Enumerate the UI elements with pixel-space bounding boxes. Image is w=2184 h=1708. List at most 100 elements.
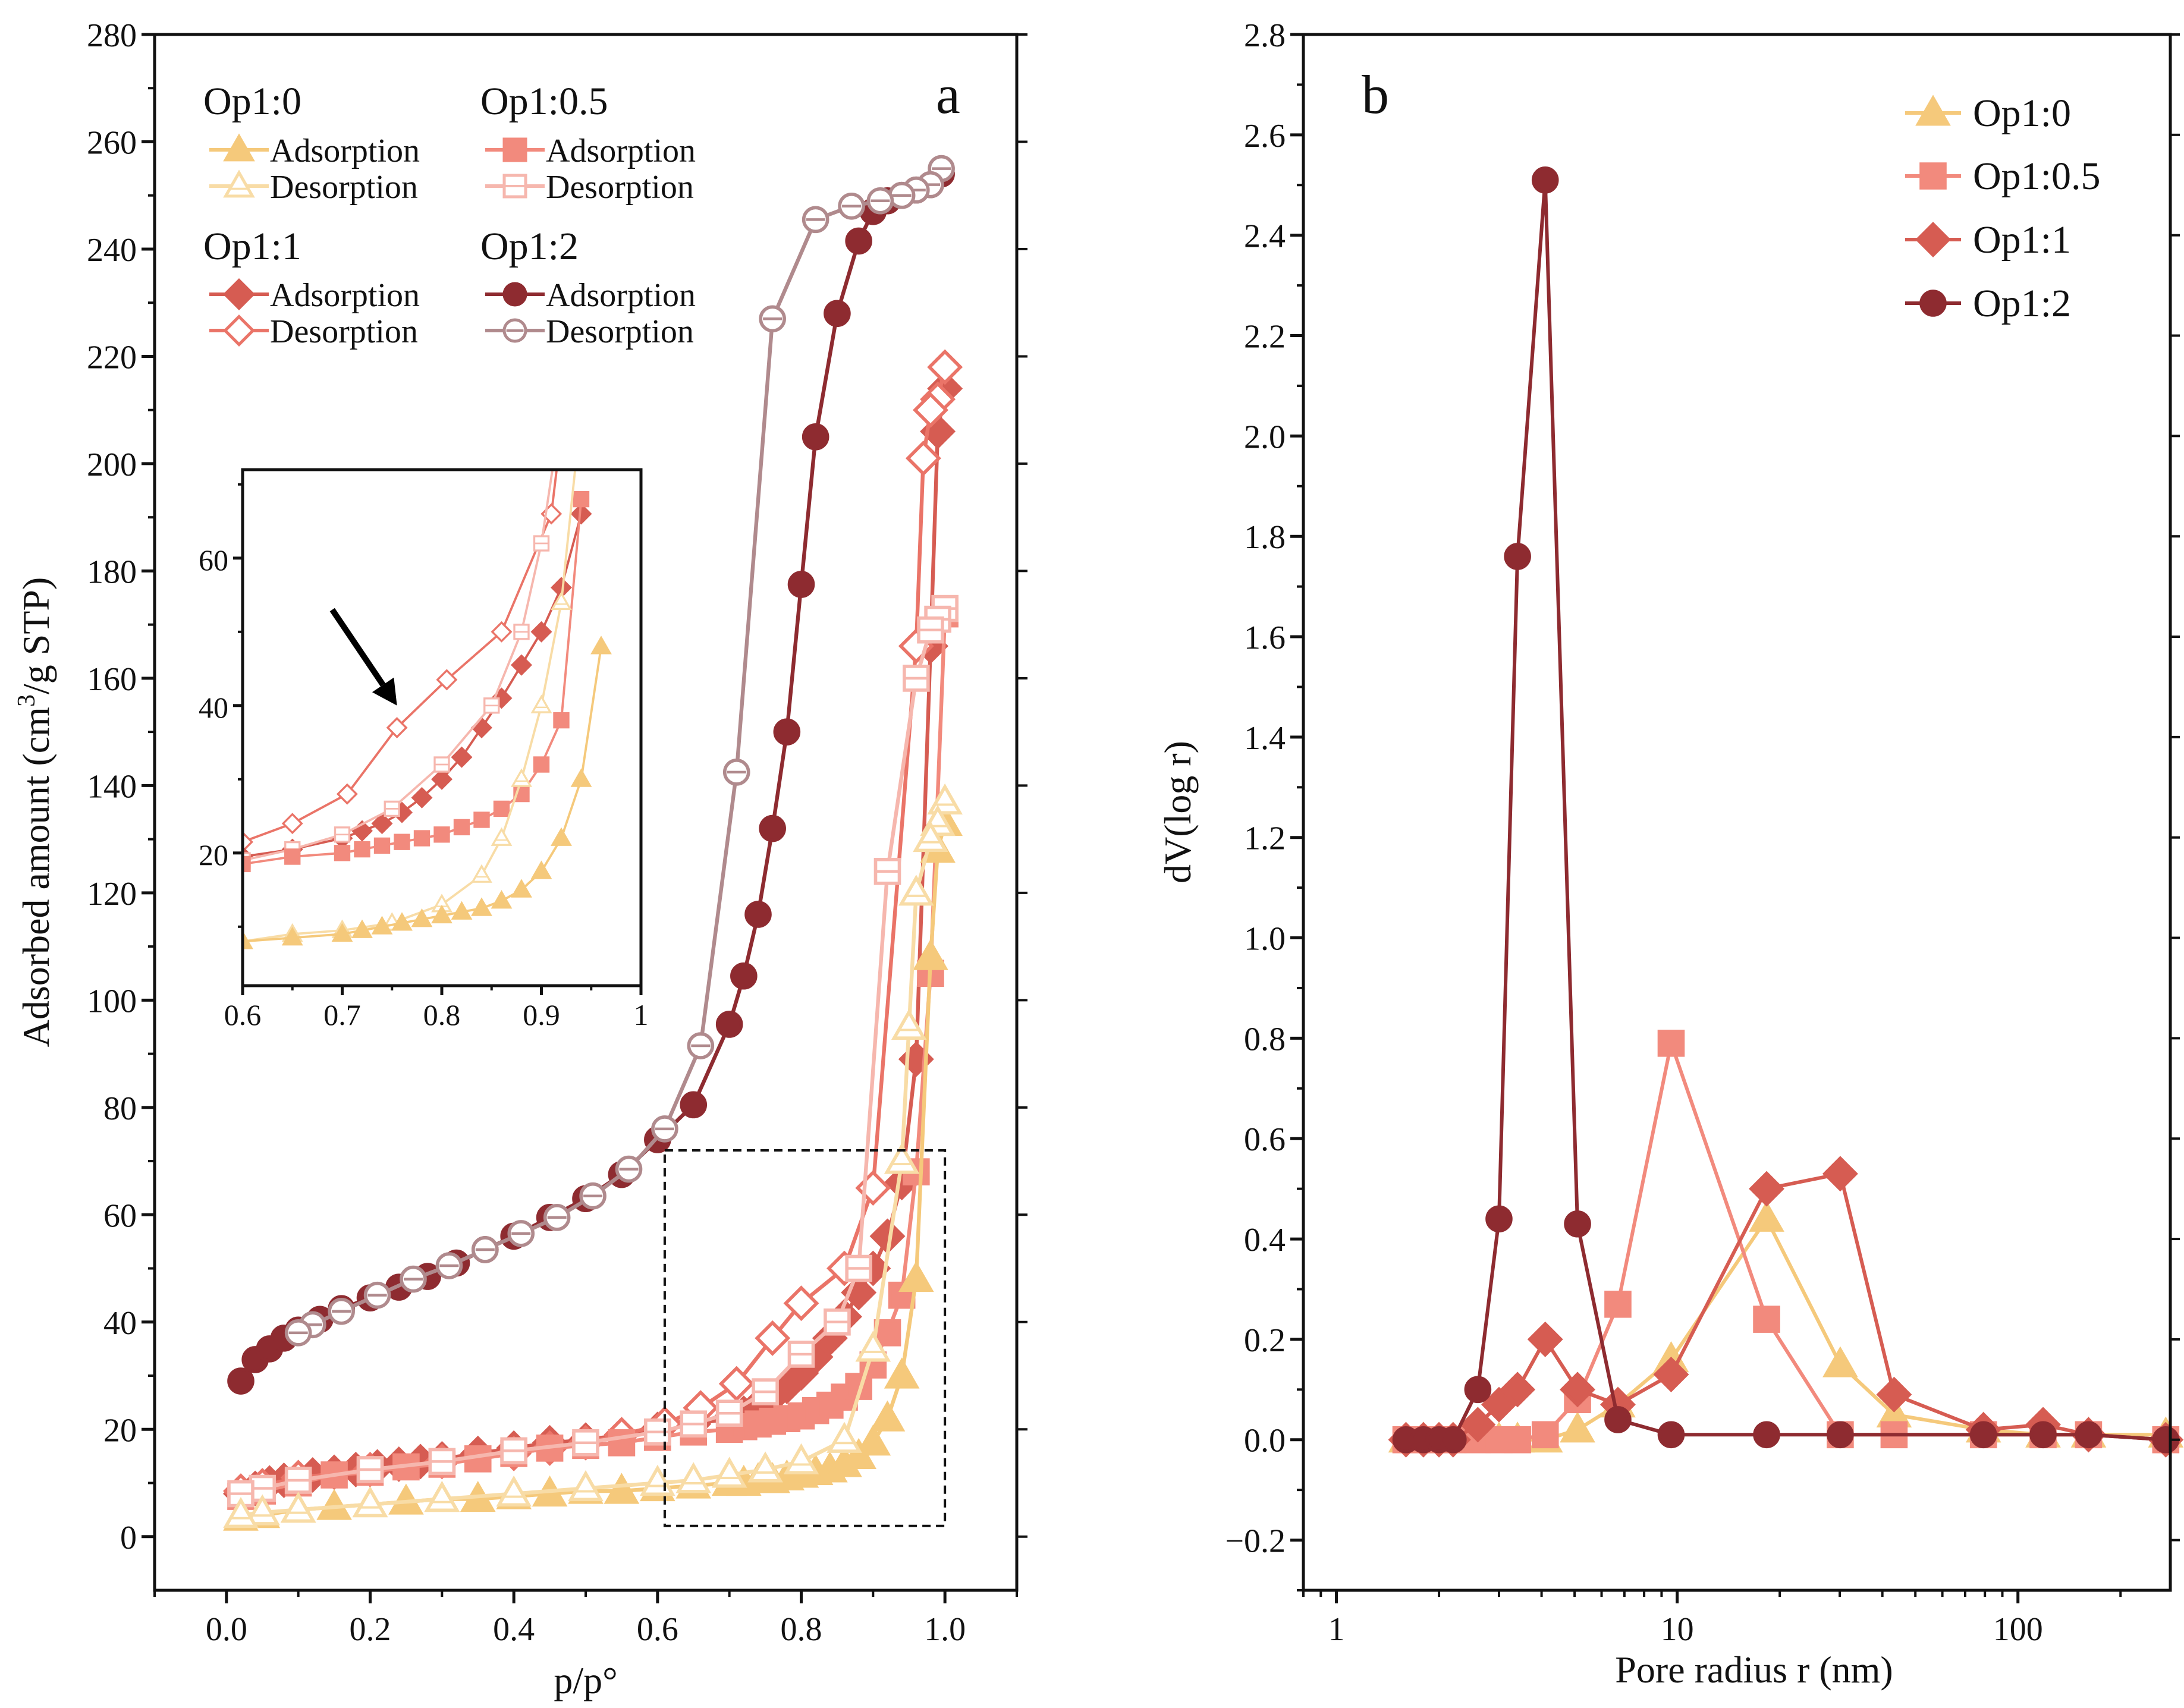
data-point-op1-0-desorption [711,1457,747,1488]
data-point-op1-0-5-adsorption [533,756,550,773]
data-point-op1-2-adsorption [824,300,851,328]
data-point-op1-0-desorption [747,1451,783,1483]
data-point-b-op1-0-5 [1531,1421,1559,1449]
panel-b-y-tick-label: 1.2 [1244,820,1286,857]
data-point-op1-1-adsorption [511,654,532,676]
data-point-op1-1-desorption [783,1285,819,1322]
data-point-op1-0-desorption [913,820,948,853]
data-point-op1-1-desorption [755,1320,791,1356]
data-point-op1-1-desorption [718,1366,755,1402]
panel-a-y-tick-label: 80 [103,1090,137,1127]
data-point-op1-1-adsorption [530,621,552,643]
data-point-op1-0-adsorption [371,916,393,935]
series-b-op1-2 [1392,166,2180,1454]
data-point-b-op1-1 [1460,1407,1496,1443]
data-point-op1-0-adsorption [243,930,253,949]
data-point-op1-1-desorption [905,440,941,476]
panel-b-x-tick-label: 100 [1993,1611,2043,1648]
panel-b-y-tick-label: 2.8 [1244,17,1286,54]
panel-a-series [223,155,963,1531]
zoom-region-box [663,1149,947,1527]
panel-a-y-tick-label: 160 [87,661,137,698]
data-point-op1-1-adsorption [451,746,473,768]
data-point-op1-0-desorption [223,1497,259,1528]
data-point-op1-0-desorption [675,1462,712,1493]
data-point-op1-0-5-adsorption [433,826,450,843]
legend-op1-0-5-desorption: Desorption [546,169,694,206]
data-point-op1-0-desorption [568,1470,604,1502]
panel-b-y-tick-label: 1.6 [1244,619,1286,656]
data-point-op1-1-adsorption [570,503,592,525]
data-point-b-op1-2 [1439,1426,1467,1454]
data-point-op1-0-desorption [424,1480,460,1512]
series-line [1406,178,2166,1442]
data-point-op1-1-desorption [913,392,948,428]
data-point-b-op1-2 [1969,1421,1997,1449]
data-point-op1-0-5-desorption [554,404,568,418]
data-point-op1-0-adsorption [491,890,513,909]
legend-op1-2-desorption: Desorption [546,313,694,350]
data-point-op1-0-desorption [891,1008,927,1040]
panel-a-y-tick-label: 40 [103,1305,137,1342]
data-point-b-op1-2 [1504,543,1531,570]
data-point-op1-0-desorption [511,768,532,787]
data-point-op1-1-desorption [436,669,458,691]
data-point-op1-1-adsorption [431,768,452,790]
data-point-op1-0-5-adsorption [453,819,470,836]
data-point-op1-0-desorption [855,1330,891,1362]
data-point-b-op1-1 [1653,1357,1689,1392]
legend-b-marker-op1-2 [1919,290,1947,317]
data-point-b-op1-2 [1604,1406,1632,1433]
data-point-op1-0-5-adsorption [493,800,510,817]
data-point-b-op1-1 [1527,1321,1563,1357]
series-b-op1-1 [1388,1156,2184,1458]
legend-title-op1-1: Op1:1 [203,225,301,268]
legend-op1-1-adsorption: Adsorption [270,277,420,314]
data-point-op1-0-5-adsorption [334,845,351,861]
data-point-b-op1-2 [1753,1421,1780,1449]
data-point-op1-1-adsorption [371,813,393,835]
data-point-b-op1-1 [1749,1171,1785,1207]
series-op1-0-5-desorption [227,595,959,1508]
panel-a-axes: 0.0 0.2 0.4 0.6 0.8 1.00204060801001201401601… [87,17,1027,1648]
panel-a-y-tick-label: 200 [87,446,137,483]
series-op1-2-desorption [284,155,955,1347]
panel-a-y-tick-label: 120 [87,876,137,913]
data-point-op1-0-5-adsorption [413,830,430,847]
data-point-b-op1-1 [1876,1376,1912,1413]
data-point-op1-1-desorption [243,831,253,853]
data-point-op1-2-adsorption [227,1367,254,1395]
panel-a-y-tick-label: 60 [103,1197,137,1234]
series-b-op1-0 [1388,1200,2184,1453]
data-point-b-op1-1 [1560,1372,1596,1408]
panel-b-y-tick-label: 0.0 [1244,1423,1286,1459]
data-point-b-op1-2 [2075,1421,2103,1449]
inset-x-tick-label: 1 [634,998,649,1031]
data-point-op1-0-adsorption [855,1424,891,1456]
legend-title-op1-0-5: Op1:0.5 [480,80,608,123]
data-point-op1-2-adsorption [680,1091,708,1119]
panel-b-y-tick-label: 0.8 [1244,1021,1286,1058]
data-point-op1-0-adsorption [604,1473,640,1504]
panel-a-y-axis-label: Adsorbed amount (cm3/g STP) [13,577,57,1048]
legend-b-op1-0-5: Op1:0.5 [1973,155,2101,198]
data-point-op1-2-adsorption [845,227,872,255]
data-point-op1-0-desorption [551,591,572,611]
data-point-op1-0-desorption [280,1491,316,1523]
inset-x-tick-label: 0.9 [523,998,560,1031]
panel-a-isotherms: 0.0 0.2 0.4 0.6 0.8 1.00204060801001201401601… [13,17,1027,1701]
legend-b-marker-op1-0-5 [1919,162,1947,190]
data-point-op1-1-desorption [491,621,513,643]
panel-a-y-tick-label: 180 [87,553,137,590]
data-point-op1-1-desorption [281,813,303,835]
data-point-op1-0-adsorption [451,901,473,920]
legend-op1-0-5-adsorption: Adsorption [546,133,696,169]
panel-b-frame [1302,33,2172,1592]
data-point-op1-2-adsorption [759,814,786,842]
inset-arrow-annotation [329,608,397,706]
inset-x-tick-label: 0.7 [323,998,361,1031]
legend-marker-op1-2-adsorption [502,282,527,307]
data-point-op1-0-desorption [496,1475,532,1507]
panel-a-y-tick-label: 100 [87,983,137,1020]
data-point-op1-0-adsorption [331,923,353,942]
